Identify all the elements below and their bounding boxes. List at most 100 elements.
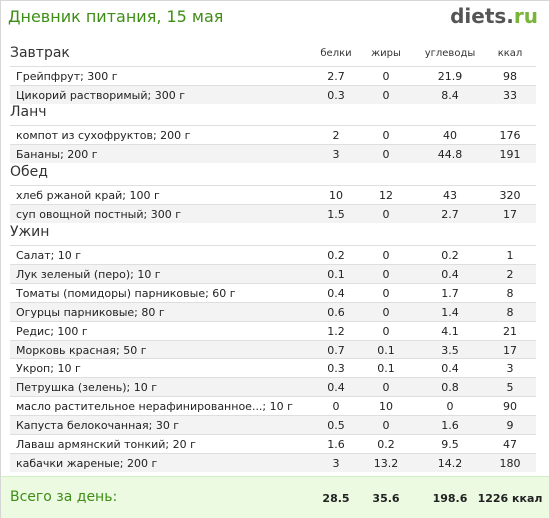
food-name: кабачки жареные; 200 г xyxy=(16,456,158,470)
total-kcal: 1226 ккал xyxy=(477,492,543,505)
daily-totals: Всего за день: 28.5 35.6 198.6 1226 ккал xyxy=(1,476,549,518)
table-row[interactable]: Лук зеленый (перо); 10 г 0.1 0 0.4 2 xyxy=(10,263,536,283)
header: Дневник питания, 15 мая diets.ru xyxy=(0,0,550,34)
table-row[interactable]: Бананы; 200 г 3 0 44.8 191 xyxy=(10,143,536,163)
food-name: Цикорий растворимый; 300 г xyxy=(16,88,185,102)
cell-fat: 0 xyxy=(382,305,390,319)
cell-protein: 0 xyxy=(332,400,340,414)
section-heading: Завтрак xyxy=(10,45,70,61)
food-name: хлеб ржаной край; 100 г xyxy=(16,189,160,202)
cell-protein: 1.5 xyxy=(327,207,345,221)
cell-carbs: 43 xyxy=(443,189,457,202)
cell-kcal: 5 xyxy=(506,381,514,395)
food-name: Капуста белокочанная; 30 г xyxy=(16,419,180,433)
cell-kcal: 21 xyxy=(503,324,517,338)
column-header-protein: белки xyxy=(320,48,352,59)
food-name: Салат; 10 г xyxy=(16,249,82,262)
food-name: Томаты (помидоры) парниковые; 60 г xyxy=(16,286,236,300)
cell-fat: 0 xyxy=(382,70,390,83)
column-header-kcal: ккал xyxy=(497,48,523,59)
cell-carbs: 8.4 xyxy=(441,88,459,102)
cell-kcal: 98 xyxy=(503,70,517,83)
food-name: Бананы; 200 г xyxy=(16,147,98,161)
table-row[interactable]: Лаваш армянский тонкий; 20 г 1.6 0.2 9.5 47 xyxy=(10,434,536,453)
cell-carbs: 14.2 xyxy=(437,456,463,470)
table-row[interactable]: компот из сухофруктов; 200 г 2 0 40 176 xyxy=(10,125,536,144)
table-row[interactable]: Укроп; 10 г 0.3 0.1 0.4 3 xyxy=(10,358,536,377)
cell-fat: 0 xyxy=(382,286,390,300)
cell-kcal: 180 xyxy=(499,456,521,470)
column-header-carbs: углеводы xyxy=(424,48,476,59)
cell-kcal: 8 xyxy=(506,305,514,319)
food-name: компот из сухофруктов; 200 г xyxy=(16,129,191,142)
cell-fat: 0 xyxy=(382,88,390,102)
cell-kcal: 3 xyxy=(506,362,514,376)
cell-fat: 0 xyxy=(382,249,390,262)
cell-fat: 0 xyxy=(382,147,390,161)
food-name: Морковь красная; 50 г xyxy=(16,343,147,357)
cell-kcal: 17 xyxy=(503,343,517,357)
total-protein: 28.5 xyxy=(322,492,350,505)
table-row[interactable]: Огурцы парниковые; 80 г 0.6 0 1.4 8 xyxy=(10,301,536,321)
cell-protein: 0.7 xyxy=(327,343,345,357)
cell-carbs: 0.4 xyxy=(441,362,459,376)
cell-protein: 3 xyxy=(332,456,340,470)
table-row[interactable]: суп овощной постный; 300 г 1.5 0 2.7 17 xyxy=(10,203,536,223)
section-heading: Ланч xyxy=(10,104,47,120)
cell-carbs: 21.9 xyxy=(437,70,463,83)
cell-protein: 1.6 xyxy=(327,438,345,451)
cell-carbs: 2.7 xyxy=(441,207,459,221)
cell-protein: 10 xyxy=(329,189,343,202)
cell-fat: 12 xyxy=(379,189,393,202)
cell-carbs: 3.5 xyxy=(441,343,459,357)
food-name: Укроп; 10 г xyxy=(16,362,81,376)
table-row[interactable]: Салат; 10 г 0.2 0 0.2 1 xyxy=(10,245,536,264)
cell-fat: 0 xyxy=(382,419,390,433)
table-row[interactable]: Томаты (помидоры) парниковые; 60 г 0.4 0 1.… xyxy=(10,282,536,302)
total-fat: 35.6 xyxy=(372,492,400,505)
table-row[interactable]: хлеб ржаной край; 100 г 10 12 43 320 xyxy=(10,185,536,204)
cell-carbs: 0.2 xyxy=(441,249,459,262)
cell-fat: 0 xyxy=(382,267,390,281)
cell-carbs: 0.8 xyxy=(441,381,459,395)
logo-main: diets xyxy=(450,4,507,28)
cell-carbs: 0.4 xyxy=(441,267,459,281)
table-row[interactable]: Цикорий растворимый; 300 г 0.3 0 8.4 33 xyxy=(10,84,536,104)
food-name: масло растительное нерафинированное...; … xyxy=(16,400,293,414)
cell-carbs: 0 xyxy=(446,400,454,414)
cell-fat: 10 xyxy=(379,400,393,414)
cell-kcal: 33 xyxy=(503,88,517,102)
cell-protein: 0.4 xyxy=(327,381,345,395)
cell-fat: 0.1 xyxy=(377,343,395,357)
cell-protein: 2 xyxy=(332,129,340,142)
cell-protein: 0.1 xyxy=(327,267,345,281)
table-row[interactable]: Редис; 100 г 1.2 0 4.1 21 xyxy=(10,320,536,340)
cell-protein: 2.7 xyxy=(327,70,345,83)
page-title: Дневник питания, 15 мая xyxy=(8,7,224,26)
cell-carbs: 1.7 xyxy=(441,286,459,300)
cell-kcal: 9 xyxy=(506,419,514,433)
table-row[interactable]: масло растительное нерафинированное...; … xyxy=(10,396,536,415)
cell-fat: 0.1 xyxy=(377,362,395,376)
cell-kcal: 17 xyxy=(503,207,517,221)
column-header-fat: жиры xyxy=(371,48,401,59)
logo-dot: . xyxy=(506,4,514,28)
site-logo[interactable]: diets.ru xyxy=(450,4,538,28)
table-row[interactable]: Морковь красная; 50 г 0.7 0.1 3.5 17 xyxy=(10,339,536,359)
cell-protein: 1.2 xyxy=(327,324,345,338)
table-row[interactable]: кабачки жареные; 200 г 3 13.2 14.2 180 xyxy=(10,452,536,472)
food-name: Лаваш армянский тонкий; 20 г xyxy=(16,438,196,451)
table-row[interactable]: Грейпфрут; 300 г 2.7 0 21.9 98 xyxy=(10,66,536,85)
cell-kcal: 320 xyxy=(499,189,521,202)
cell-fat: 0 xyxy=(382,324,390,338)
cell-protein: 0.3 xyxy=(327,362,345,376)
cell-kcal: 1 xyxy=(506,249,514,262)
section-heading: Ужин xyxy=(10,224,50,240)
table-row[interactable]: Петрушка (зелень); 10 г 0.4 0 0.8 5 xyxy=(10,377,536,397)
cell-carbs: 1.4 xyxy=(441,305,459,319)
table-row[interactable]: Капуста белокочанная; 30 г 0.5 0 1.6 9 xyxy=(10,415,536,435)
cell-fat: 0 xyxy=(382,207,390,221)
cell-protein: 0.3 xyxy=(327,88,345,102)
cell-carbs: 9.5 xyxy=(441,438,459,451)
cell-carbs: 4.1 xyxy=(441,324,459,338)
